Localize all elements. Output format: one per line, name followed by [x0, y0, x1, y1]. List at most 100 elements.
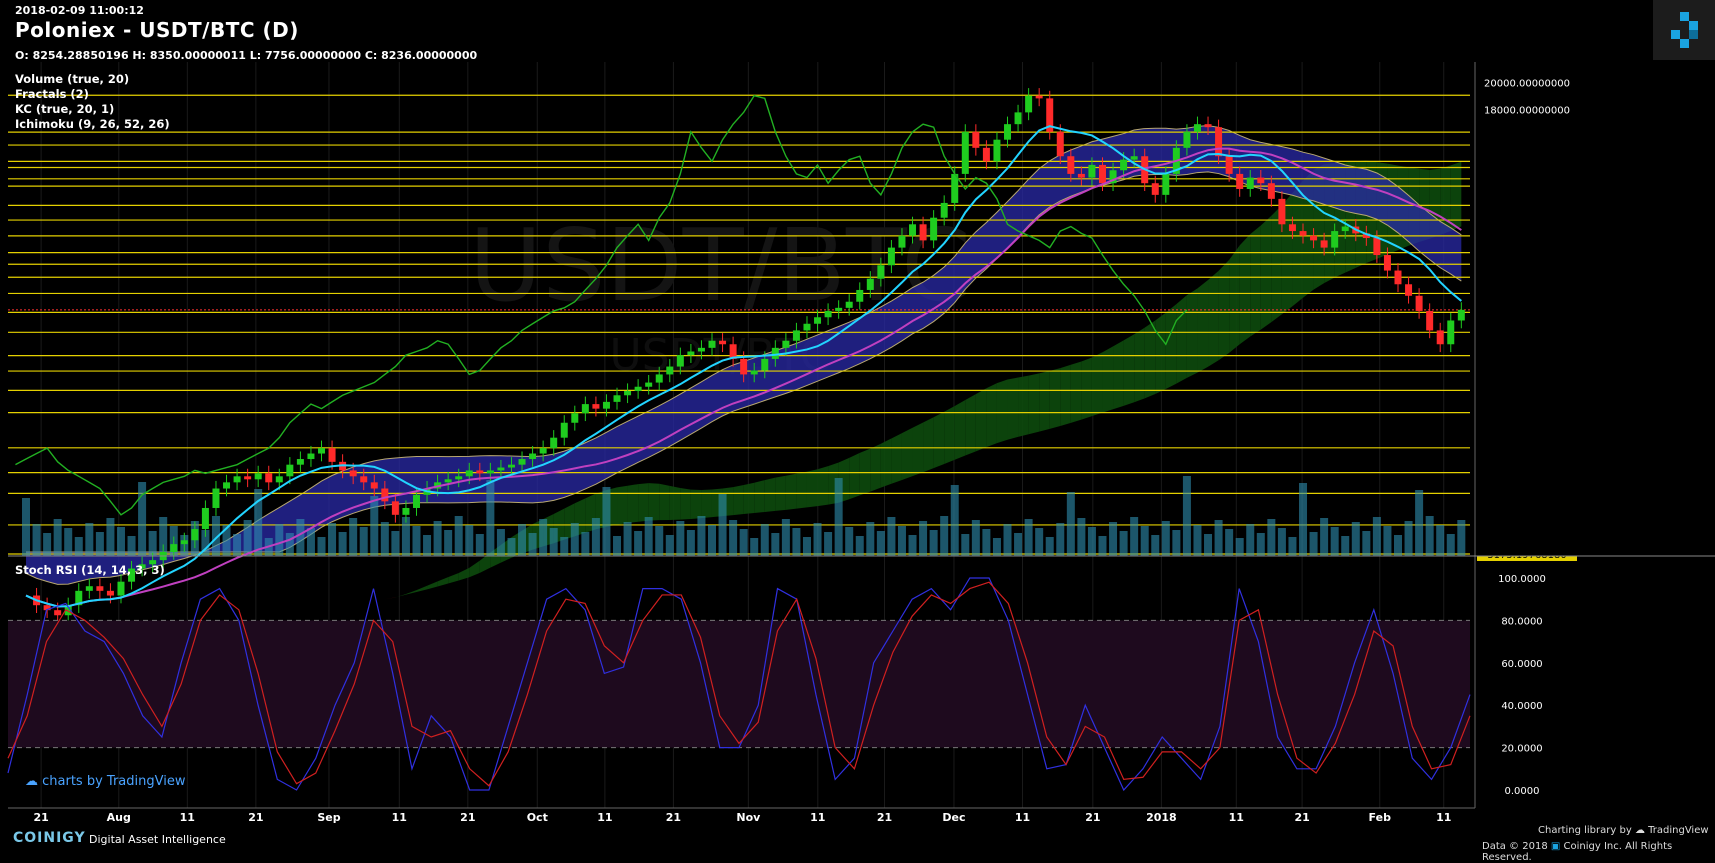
ichimoku-cloud-segment: [691, 490, 702, 519]
price-tick-label: 20000.00000000: [1484, 79, 1570, 90]
ichimoku-cloud-segment: [1208, 271, 1219, 367]
x-tick-label: 11: [1229, 811, 1244, 824]
volume-bar: [117, 527, 125, 556]
volume-bar: [423, 535, 431, 556]
candle-body: [561, 423, 568, 438]
tradingview-badge[interactable]: ☁ charts by TradingView: [25, 774, 185, 789]
candle-body: [202, 508, 209, 529]
volume-bar: [412, 526, 420, 556]
candle-body: [1426, 311, 1433, 330]
coinigy-logo-icon[interactable]: [1653, 0, 1715, 60]
volume-bar: [729, 520, 737, 556]
candle-body: [888, 248, 895, 266]
candle-body: [1067, 156, 1074, 174]
candle-body: [234, 476, 241, 482]
stoch-rsi-label[interactable]: Stoch RSI (14, 14, 3, 3): [15, 563, 165, 577]
volume-bar: [96, 532, 104, 556]
volume-bar: [1088, 527, 1096, 556]
candle-body: [656, 374, 663, 382]
candle-body: [487, 470, 494, 473]
volume-bar: [951, 485, 959, 556]
candle-body: [117, 582, 124, 596]
candle-body: [1057, 132, 1064, 156]
volume-bar: [1193, 525, 1201, 556]
candle-body: [761, 359, 768, 371]
volume-bar: [1077, 518, 1085, 556]
ichimoku-cloud-segment: [934, 412, 945, 468]
volume-bar: [687, 530, 695, 556]
candle-body: [455, 476, 462, 479]
volume-bar: [529, 533, 537, 556]
volume-bar: [85, 523, 93, 556]
x-tick-label: 21: [33, 811, 48, 824]
ichimoku-cloud-segment: [955, 400, 966, 460]
ichimoku-cloud-segment: [1081, 357, 1092, 419]
volume-bar: [1035, 528, 1043, 556]
candle-body: [582, 404, 589, 413]
x-tick-label: 21: [1085, 811, 1100, 824]
volume-bar: [961, 534, 969, 556]
candle-body: [920, 224, 927, 240]
ichimoku-cloud-segment: [1134, 328, 1145, 403]
candle-body: [392, 501, 399, 514]
ichimoku-cloud-segment: [1050, 368, 1061, 429]
volume-bar: [1172, 530, 1180, 556]
candle-body: [1183, 132, 1190, 148]
candle-body: [983, 148, 990, 162]
coinigy-brand[interactable]: COINIGY: [13, 830, 86, 846]
indicator-keltner[interactable]: KC (true, 20, 1): [15, 102, 170, 117]
volume-bar: [972, 520, 980, 556]
volume-bar: [1288, 537, 1296, 556]
volume-bar: [233, 534, 241, 556]
charting-credit[interactable]: Charting library by ☁ TradingView: [1538, 825, 1709, 836]
volume-bar: [866, 522, 874, 556]
indicator-ichimoku[interactable]: Ichimoku (9, 26, 52, 26): [15, 117, 170, 132]
volume-bar: [370, 496, 378, 556]
volume-bar: [571, 523, 579, 556]
volume-bar: [982, 529, 990, 556]
candle-body: [1236, 174, 1243, 189]
ohlc-readout: O: 8254.28850196 H: 8350.00000011 L: 775…: [15, 49, 477, 62]
volume-bar: [1373, 517, 1381, 556]
candle-body: [1342, 227, 1349, 232]
volume-bar: [539, 519, 547, 556]
candle-body: [265, 473, 272, 482]
candle-body: [846, 302, 853, 308]
volume-bar: [339, 532, 347, 556]
volume-bar: [1457, 520, 1465, 556]
candle-body: [476, 470, 483, 473]
x-tick-label: Aug: [107, 811, 131, 824]
volume-bar: [328, 523, 336, 556]
candle-body: [814, 317, 821, 323]
volume-bar: [930, 530, 938, 556]
x-tick-label: 2018: [1146, 811, 1177, 824]
candle-body: [708, 341, 715, 348]
candle-body: [212, 489, 219, 508]
volume-bar: [592, 518, 600, 556]
volume-bar: [1278, 528, 1286, 556]
ichimoku-cloud-segment: [965, 394, 976, 455]
ichimoku-cloud-segment: [438, 577, 449, 586]
volume-bar: [856, 536, 864, 556]
volume-bar: [318, 537, 326, 556]
stoch-tick-label: 0.0000: [1505, 786, 1540, 797]
volume-bar: [1098, 536, 1106, 556]
volume-bar: [1151, 535, 1159, 556]
candle-body: [1300, 231, 1307, 236]
candle-body: [107, 591, 114, 596]
ichimoku-cloud-segment: [416, 586, 427, 592]
indicator-volume[interactable]: Volume (true, 20): [15, 72, 170, 87]
volume-bar: [64, 528, 72, 556]
coinigy-small-icon: ▣: [1551, 841, 1560, 852]
volume-bar: [54, 519, 62, 556]
indicator-fractals[interactable]: Fractals (2): [15, 87, 170, 102]
x-tick-label: 21: [1294, 811, 1309, 824]
indicator-legend: Volume (true, 20) Fractals (2) KC (true,…: [15, 72, 170, 132]
ichimoku-cloud-segment: [448, 573, 459, 583]
ichimoku-cloud-segment: [1250, 226, 1261, 337]
volume-bar: [719, 494, 727, 556]
x-tick-label: 21: [460, 811, 475, 824]
candle-body: [191, 529, 198, 540]
candle-body: [1215, 127, 1222, 156]
